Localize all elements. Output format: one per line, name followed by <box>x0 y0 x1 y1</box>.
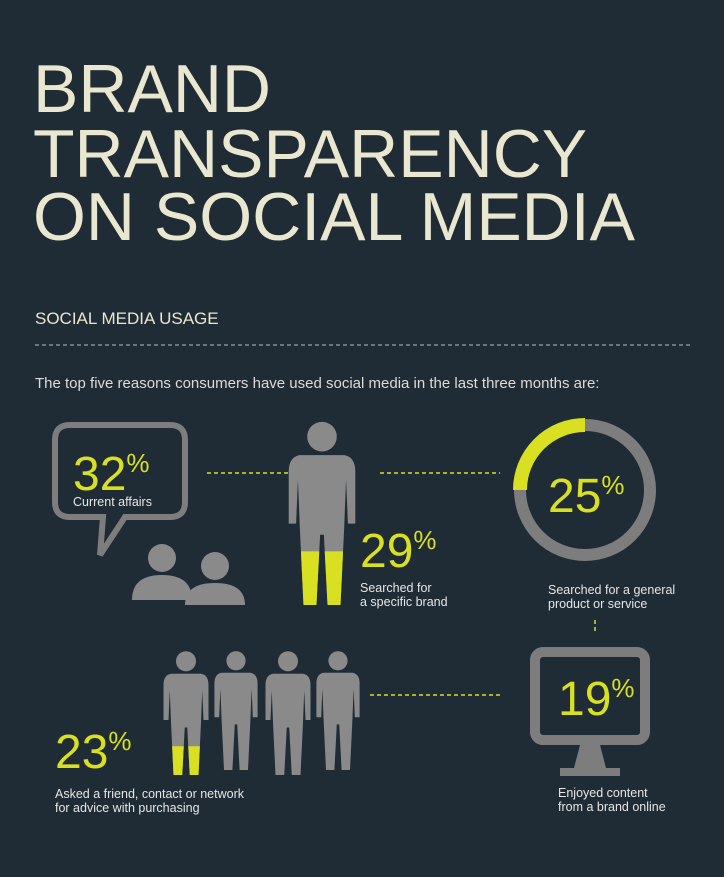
stat-value: 23% <box>55 726 132 779</box>
head <box>201 552 229 580</box>
head <box>148 544 176 572</box>
stat-label: a specific brand <box>360 595 448 609</box>
head <box>307 421 337 452</box>
stat-unit: % <box>413 525 436 555</box>
section-heading: SOCIAL MEDIA USAGE <box>35 309 219 328</box>
stand <box>560 745 620 776</box>
screen <box>530 647 650 745</box>
stat-label: Searched for a general <box>548 583 675 597</box>
title-line: TRANSPARENCY <box>33 116 587 192</box>
stat-value: 19% <box>558 673 635 726</box>
head <box>328 651 348 671</box>
stat-unit: % <box>108 726 131 756</box>
person-icon <box>214 651 258 770</box>
intro-text: The top five reasons consumers have used… <box>35 375 599 392</box>
stat-label: Asked a friend, contact or network <box>55 787 245 801</box>
head <box>278 651 298 672</box>
speech-bubble <box>52 422 188 557</box>
stat-number: 32 <box>73 448 126 501</box>
people-icon <box>132 544 245 605</box>
body <box>265 673 311 775</box>
head <box>226 651 246 671</box>
stat-label: for advice with purchasing <box>55 801 200 815</box>
shoulders <box>132 575 192 600</box>
ring-arc <box>513 418 586 491</box>
body <box>316 672 360 770</box>
stat-number: 25 <box>548 470 601 523</box>
stat-unit: % <box>611 673 634 703</box>
stat-unit: % <box>126 448 149 478</box>
stat-label: product or service <box>548 597 647 611</box>
stat-label: Searched for <box>360 581 432 595</box>
stat-number: 19 <box>558 673 611 726</box>
stat-number: 29 <box>360 525 413 578</box>
stat-unit: % <box>601 470 624 500</box>
stat-value: 32% <box>73 448 150 501</box>
stat-label: from a brand online <box>558 800 666 814</box>
shoulders <box>185 583 245 605</box>
title-line: ON SOCIAL MEDIA <box>33 179 636 255</box>
monitor-icon <box>530 647 650 776</box>
head <box>176 651 196 672</box>
stat-label: Current affairs <box>73 495 152 509</box>
stat-label: Enjoyed content <box>558 786 648 800</box>
connectors <box>207 472 596 696</box>
person-icon <box>265 651 311 775</box>
stat-value: 25% <box>548 470 625 523</box>
body <box>214 672 258 770</box>
person-icon <box>316 651 360 770</box>
title-line: BRAND <box>33 51 271 127</box>
stat-number: 23 <box>55 726 108 779</box>
stat-value: 29% <box>360 525 437 578</box>
